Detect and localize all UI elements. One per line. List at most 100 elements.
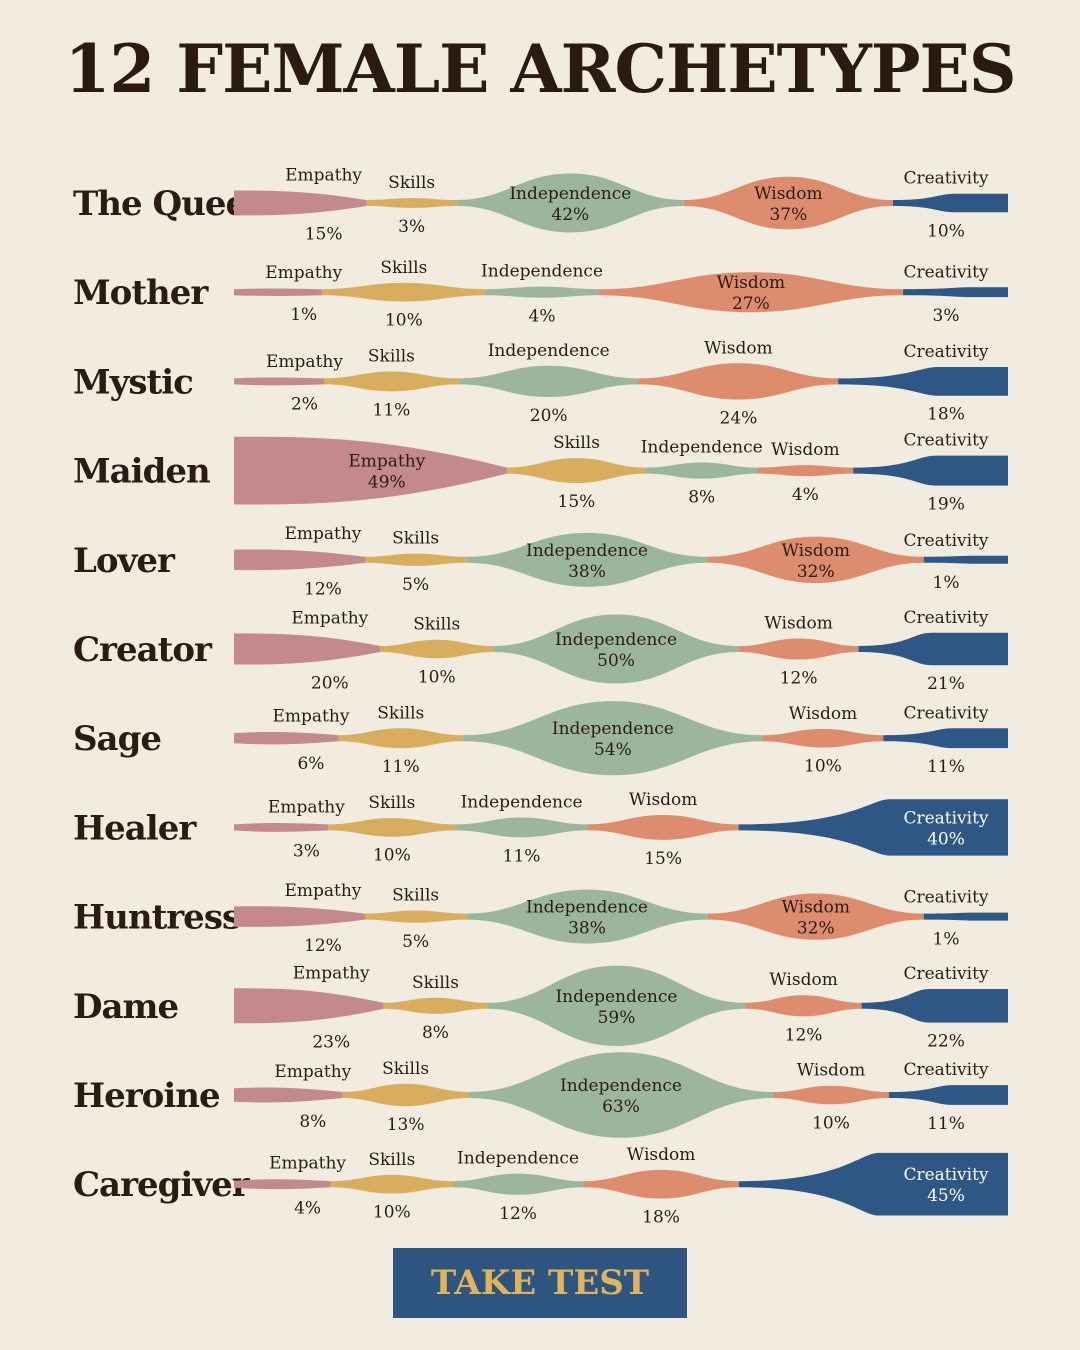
value-label-independence: 8% [688, 488, 715, 508]
value-label-empathy: 3% [293, 841, 320, 861]
series-label-wisdom: Wisdom [769, 970, 838, 990]
value-label-skills: 10% [418, 667, 456, 687]
value-label-independence: 59% [598, 1008, 636, 1028]
segment-skills [506, 458, 646, 484]
value-label-independence: 12% [499, 1204, 537, 1224]
series-label-skills: Skills [382, 1059, 429, 1079]
series-label-creativity: Creativity [903, 531, 988, 551]
segment-skills [330, 1174, 453, 1194]
series-label-empathy: Empathy [293, 963, 370, 983]
segment-independence [466, 889, 708, 944]
value-label-empathy: 23% [312, 1032, 350, 1052]
value-label-skills: 10% [385, 311, 423, 331]
segment-empathy [234, 822, 329, 832]
series-label-wisdom: Wisdom [629, 790, 698, 810]
row-caregiver: Caregiver Empathy 4% Skills 10% Independence 1… [73, 1145, 1008, 1228]
value-label-skills: 11% [382, 757, 420, 777]
segment-creativity [903, 287, 1008, 298]
series-label-independence: Independence [555, 987, 677, 1007]
row-creator: Creator Empathy 20% Skills 10% Independence50… [73, 608, 1008, 694]
segment-creativity [861, 988, 1008, 1023]
series-label-wisdom: Wisdom [781, 541, 850, 561]
value-label-empathy: 49% [368, 473, 406, 493]
series-label-empathy: Empathy [348, 452, 425, 472]
segment-independence [452, 1173, 584, 1195]
series-label-independence: Independence [481, 262, 603, 282]
segment-wisdom [638, 363, 839, 400]
series-label-independence: Independence [526, 541, 648, 561]
segment-skills [323, 371, 459, 392]
series-label-independence: Independence [552, 719, 674, 739]
value-label-creativity: 40% [927, 829, 965, 849]
archetype-label: Heroine [73, 1076, 220, 1116]
series-label-wisdom: Wisdom [764, 613, 833, 633]
series-label-skills: Skills [377, 703, 424, 723]
series-label-wisdom: Wisdom [717, 273, 786, 293]
segment-independence [645, 462, 758, 479]
value-label-independence: 38% [568, 562, 606, 582]
series-label-creativity: Creativity [903, 964, 988, 984]
series-label-creativity: Creativity [903, 1060, 988, 1080]
series-label-independence: Independence [457, 1149, 579, 1169]
value-label-independence: 54% [594, 740, 632, 760]
archetype-label: Mystic [73, 362, 193, 402]
archetype-chart: The QueenEmpathy15%Skills3%Independence4… [73, 166, 1008, 1228]
series-label-skills: Skills [368, 793, 415, 813]
segment-creativity [923, 555, 1008, 564]
segment-creativity [893, 193, 1008, 213]
value-label-empathy: 20% [311, 674, 349, 694]
archetype-label: Caregiver [73, 1165, 251, 1205]
series-label-empathy: Empathy [284, 881, 361, 901]
segment-creativity [853, 455, 1008, 486]
segment-independence [456, 173, 684, 233]
series-label-creativity: Creativity [903, 608, 988, 628]
segment-wisdom [762, 728, 884, 748]
series-label-independence: Independence [509, 184, 631, 204]
value-label-creativity: 21% [927, 674, 965, 694]
segment-independence [487, 965, 746, 1046]
segment-creativity [888, 1085, 1008, 1105]
segment-skills [338, 728, 464, 749]
value-label-creativity: 11% [927, 757, 965, 777]
segment-wisdom [757, 465, 854, 477]
value-label-independence: 4% [529, 307, 556, 327]
segment-creativity [738, 1152, 1008, 1216]
value-label-creativity: 1% [933, 930, 960, 950]
series-label-wisdom: Wisdom [797, 1061, 866, 1081]
value-label-empathy: 1% [290, 305, 317, 325]
segment-independence [458, 365, 639, 397]
segment-creativity [858, 632, 1008, 666]
value-label-creativity: 45% [927, 1186, 965, 1206]
value-label-empathy: 2% [291, 395, 318, 415]
segment-skills [322, 282, 486, 302]
series-label-creativity: Creativity [903, 1165, 988, 1185]
series-label-empathy: Empathy [269, 1154, 346, 1174]
segment-wisdom [745, 995, 862, 1017]
series-label-skills: Skills [392, 529, 439, 549]
archetype-label: Dame [73, 987, 178, 1027]
series-label-independence: Independence [555, 630, 677, 650]
value-label-creativity: 18% [927, 405, 965, 425]
series-label-independence: Independence [560, 1076, 682, 1096]
segment-skills [328, 818, 456, 837]
value-label-skills: 10% [373, 1203, 411, 1223]
value-label-empathy: 12% [304, 936, 342, 956]
segment-wisdom [707, 536, 924, 583]
series-label-skills: Skills [368, 1150, 415, 1170]
series-label-empathy: Empathy [265, 263, 342, 283]
archetype-label: Sage [73, 719, 161, 759]
segment-wisdom [583, 1169, 739, 1199]
value-label-wisdom: 27% [732, 294, 770, 314]
segment-empathy [234, 732, 339, 745]
segment-empathy [234, 288, 323, 296]
take-test-button[interactable]: TAKE TEST [393, 1248, 687, 1318]
value-label-independence: 63% [602, 1097, 640, 1117]
series-label-creativity: Creativity [903, 703, 988, 723]
series-label-wisdom: Wisdom [754, 184, 823, 204]
archetype-label: Creator [73, 630, 213, 670]
row-heroine: Heroine Empathy 8% Skills 13% Independence63%… [73, 1052, 1008, 1138]
series-label-skills: Skills [388, 173, 435, 193]
segment-independence [493, 614, 739, 684]
value-label-independence: 50% [597, 651, 635, 671]
